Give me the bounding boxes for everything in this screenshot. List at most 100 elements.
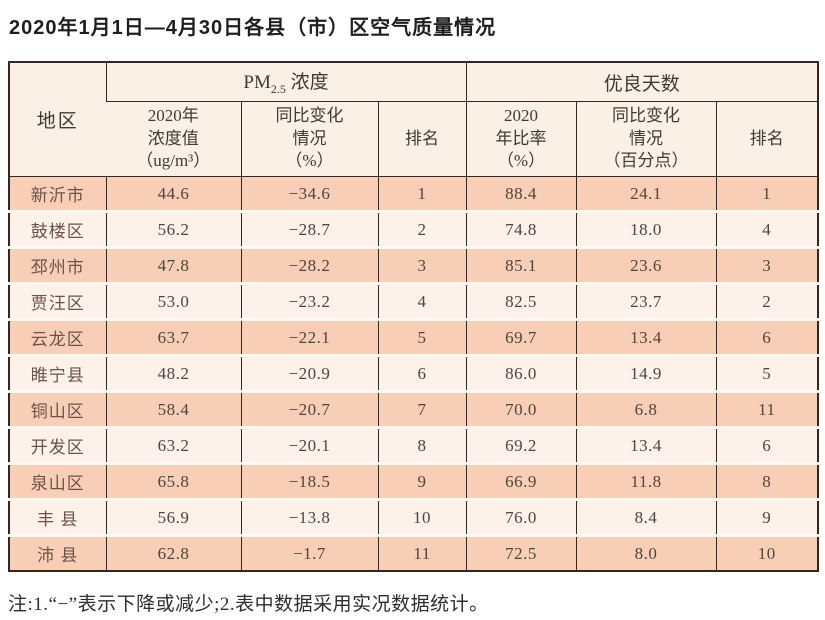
column-header-pm-change: 同比变化 情况 （%）: [240, 101, 378, 177]
pm-rank-cell: 3: [377, 246, 467, 284]
header-group-row: 地区 PM2.5 浓度 优良天数: [9, 62, 819, 177]
days-ratio-cell: 70.0: [465, 390, 577, 428]
table-header: 地区 PM2.5 浓度 优良天数 2020年 浓度值 （ug/m³） 同比变化 …: [9, 62, 819, 177]
region-cell: 新沂市: [9, 176, 106, 212]
pm-change-cell: −34.6: [240, 176, 378, 212]
column-header-days-ratio: 2020 年比率 （%）: [465, 101, 577, 177]
days-rank-cell: 3: [715, 246, 819, 284]
pm-rank-cell: 7: [377, 390, 467, 428]
region-cell: 沛 县: [9, 534, 106, 571]
days-change-cell: 24.1: [575, 176, 717, 212]
pm-value-cell: 47.8: [105, 246, 241, 284]
column-group-pm25: PM2.5 浓度: [105, 62, 467, 102]
region-cell: 云龙区: [9, 318, 106, 356]
pm-value-cell: 63.2: [105, 426, 241, 464]
days-rank-cell: 5: [715, 354, 819, 392]
pm-rank-cell: 2: [377, 210, 467, 248]
pm-value-cell: 53.0: [105, 282, 241, 320]
days-change-cell: 23.7: [575, 282, 717, 320]
days-rank-cell: 1: [715, 176, 819, 212]
pm-value-cell: 56.9: [105, 498, 241, 536]
days-rank-cell: 2: [715, 282, 819, 320]
pm-rank-cell: 11: [377, 534, 467, 571]
days-change-cell: 8.4: [575, 498, 717, 536]
column-header-pm-rank: 排名: [377, 101, 467, 177]
pm-value-cell: 65.8: [105, 462, 241, 500]
table-row: 沛 县 62.8 −1.7 11 72.5 8.0 10: [9, 534, 819, 571]
days-change-cell: 6.8: [575, 390, 717, 428]
days-ratio-cell: 88.4: [465, 176, 577, 212]
days-change-cell: 13.4: [575, 318, 717, 356]
region-cell: 鼓楼区: [9, 210, 106, 248]
table-row: 邳州市 47.8 −28.2 3 85.1 23.6 3: [9, 246, 819, 284]
days-change-cell: 11.8: [575, 462, 717, 500]
table-row: 贾汪区 53.0 −23.2 4 82.5 23.7 2: [9, 282, 819, 320]
days-ratio-cell: 86.0: [465, 354, 577, 392]
header-sub-row: 2020年 浓度值 （ug/m³） 同比变化 情况 （%） 排名 2020 年比…: [9, 101, 819, 177]
pm-rank-cell: 1: [377, 176, 467, 212]
days-change-cell: 8.0: [575, 534, 717, 571]
days-change-cell: 23.6: [575, 246, 717, 284]
pm-value-cell: 58.4: [105, 390, 241, 428]
region-cell: 贾汪区: [9, 282, 106, 320]
page-title: 2020年1月1日—4月30日各县（市）区空气质量情况: [9, 17, 497, 39]
days-ratio-cell: 82.5: [465, 282, 577, 320]
pm-rank-cell: 10: [377, 498, 467, 536]
pm-value-cell: 56.2: [105, 210, 241, 248]
pm-change-cell: −20.1: [240, 426, 378, 464]
air-quality-table: 地区 PM2.5 浓度 优良天数 2020年 浓度值 （ug/m³） 同比变化 …: [8, 61, 820, 572]
table-row: 睢宁县 48.2 −20.9 6 86.0 14.9 5: [9, 354, 819, 392]
column-header-days-change: 同比变化 情况 （百分点）: [575, 101, 717, 177]
pm-value-cell: 44.6: [105, 176, 241, 212]
pm-rank-cell: 4: [377, 282, 467, 320]
table-row: 开发区 63.2 −20.1 8 69.2 13.4 6: [9, 426, 819, 464]
region-cell: 泉山区: [9, 462, 106, 500]
pm-rank-cell: 5: [377, 318, 467, 356]
pm-value-cell: 48.2: [105, 354, 241, 392]
pm-change-cell: −28.2: [240, 246, 378, 284]
pm-value-cell: 63.7: [105, 318, 241, 356]
region-cell: 丰 县: [9, 498, 106, 536]
region-cell: 睢宁县: [9, 354, 106, 392]
table-row: 鼓楼区 56.2 −28.7 2 74.8 18.0 4: [9, 210, 819, 248]
region-cell: 邳州市: [9, 246, 106, 284]
days-rank-cell: 6: [715, 318, 819, 356]
pm-value-cell: 62.8: [105, 534, 241, 571]
table-row: 新沂市 44.6 −34.6 1 88.4 24.1 1: [9, 176, 819, 212]
days-rank-cell: 8: [715, 462, 819, 500]
days-ratio-cell: 76.0: [465, 498, 577, 536]
days-ratio-cell: 85.1: [465, 246, 577, 284]
pm25-label-prefix: PM: [243, 72, 271, 94]
days-change-cell: 14.9: [575, 354, 717, 392]
days-ratio-cell: 74.8: [465, 210, 577, 248]
pm-change-cell: −20.7: [240, 390, 378, 428]
pm-rank-cell: 8: [377, 426, 467, 464]
pm-change-cell: −1.7: [240, 534, 378, 571]
footnote: 注:1.“−”表示下降或减少;2.表中数据采用实况数据统计。: [8, 594, 489, 615]
days-rank-cell: 11: [715, 390, 819, 428]
table-row: 铜山区 58.4 −20.7 7 70.0 6.8 11: [9, 390, 819, 428]
pm-change-cell: −22.1: [240, 318, 378, 356]
table-row: 丰 县 56.9 −13.8 10 76.0 8.4 9: [9, 498, 819, 536]
column-header-pm-value: 2020年 浓度值 （ug/m³）: [106, 101, 241, 177]
days-rank-cell: 4: [715, 210, 819, 248]
pm-change-cell: −23.2: [240, 282, 378, 320]
pm25-label-suffix: 浓度: [285, 72, 329, 94]
days-rank-cell: 9: [715, 498, 819, 536]
pm-change-cell: −13.8: [240, 498, 378, 536]
days-change-cell: 18.0: [575, 210, 717, 248]
days-rank-cell: 6: [715, 426, 819, 464]
days-ratio-cell: 69.7: [465, 318, 577, 356]
table-body: 新沂市 44.6 −34.6 1 88.4 24.1 1 鼓楼区 56.2 −2…: [9, 176, 819, 571]
pm25-label-subscript: 2.5: [270, 81, 286, 96]
column-group-good-days: 优良天数: [465, 62, 819, 102]
days-ratio-cell: 69.2: [465, 426, 577, 464]
days-change-cell: 13.4: [575, 426, 717, 464]
pm-change-cell: −20.9: [240, 354, 378, 392]
pm-change-cell: −18.5: [240, 462, 378, 500]
region-cell: 开发区: [9, 426, 106, 464]
days-rank-cell: 10: [715, 534, 819, 571]
column-header-region: 地区: [9, 62, 106, 177]
pm-rank-cell: 6: [377, 354, 467, 392]
